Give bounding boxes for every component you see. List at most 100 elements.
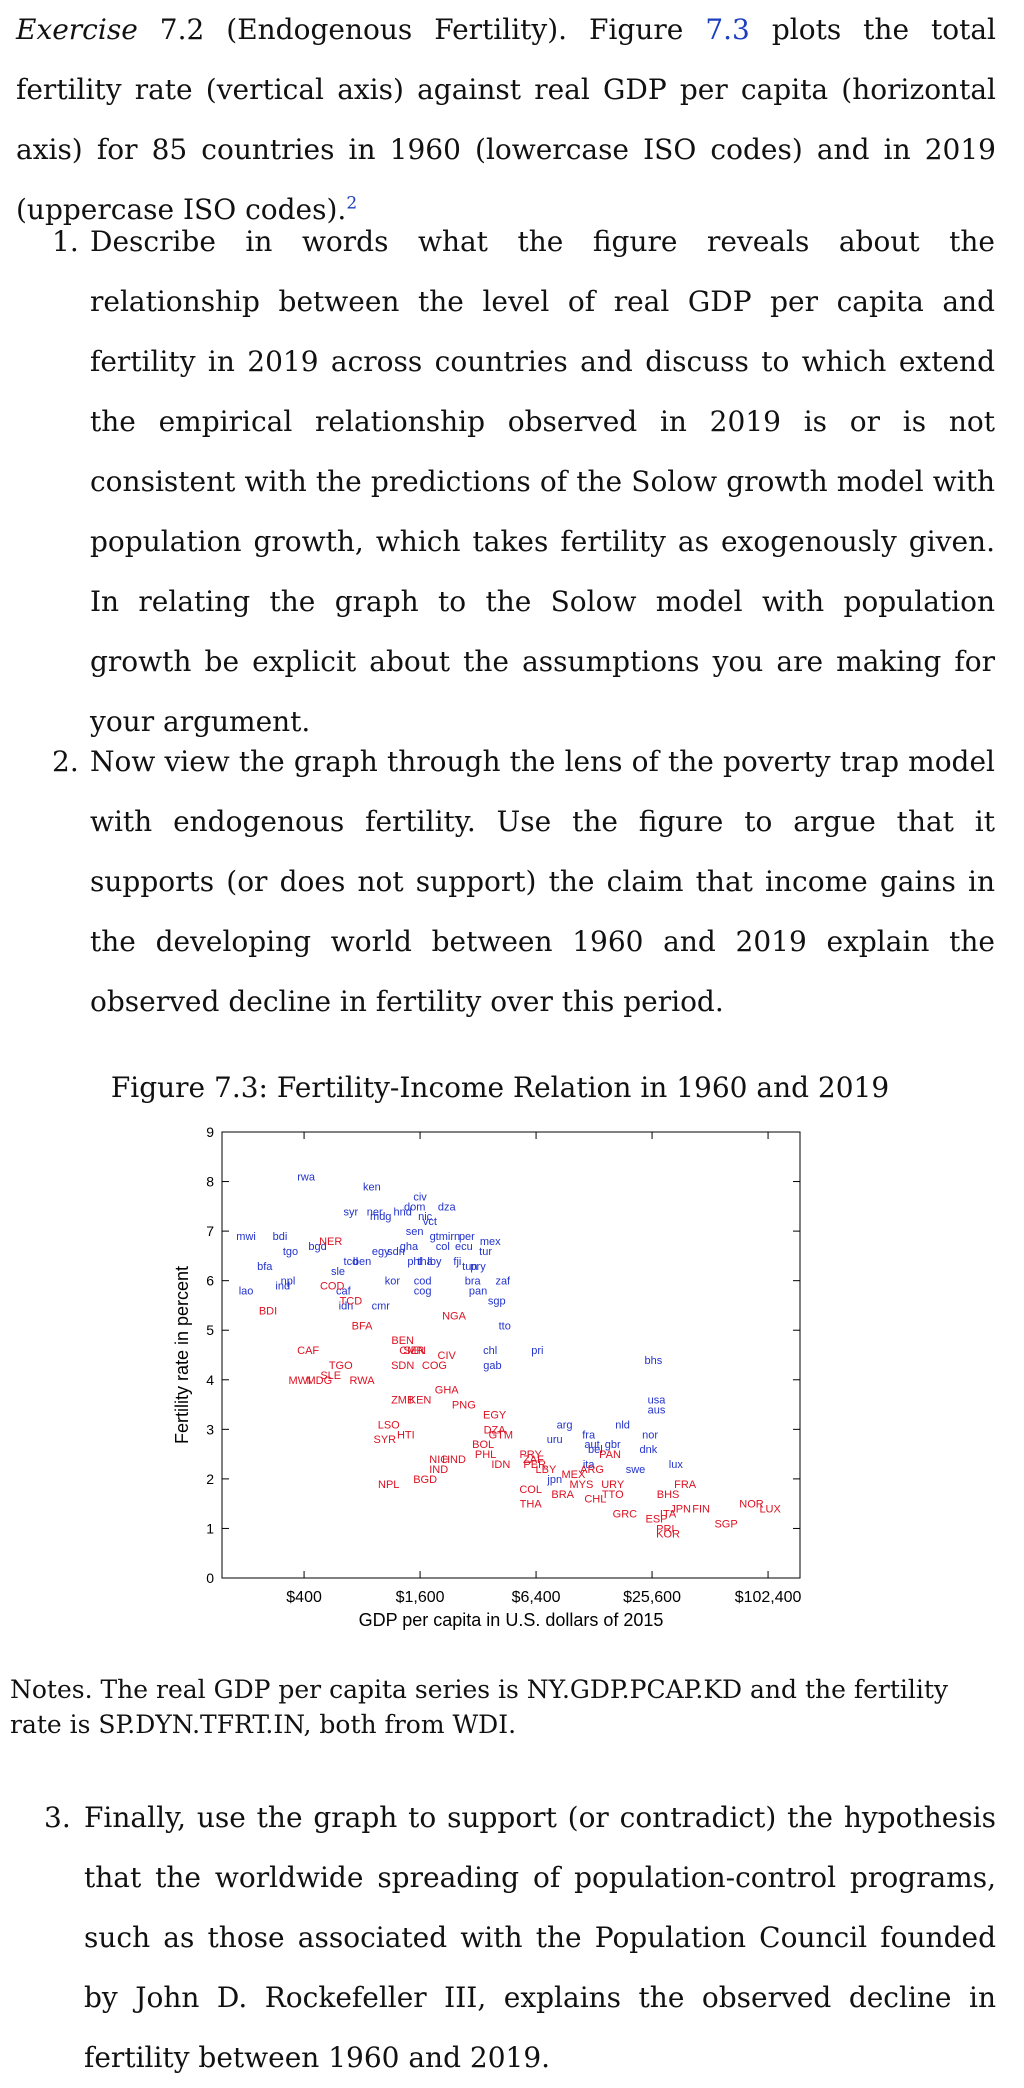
data-point-kor-1960: kor (385, 1276, 401, 1288)
data-point-lao-1960: lao (239, 1286, 254, 1298)
data-point-pan-1960: pan (469, 1286, 487, 1298)
exercise-number: 7.2 (159, 13, 205, 46)
data-point-nor-2019: NOR (739, 1499, 764, 1511)
data-point-ury-2019: URY (601, 1479, 625, 1491)
data-point-zaf-1960: zaf (495, 1276, 511, 1288)
figure-notes: Notes. The real GDP per capita series is… (10, 1675, 949, 1739)
data-point-bhs-1960: bhs (644, 1355, 662, 1367)
data-point-tto-2019: TTO (602, 1489, 624, 1501)
data-point-tun-1960: tun (462, 1261, 477, 1273)
data-point-cod-2019: COD (320, 1281, 345, 1293)
data-point-bel-1960: bel (588, 1444, 603, 1456)
data-point-fji-1960: fji (453, 1256, 461, 1268)
x-tick-label: $102,400 (735, 1589, 802, 1606)
data-point-rwa-2019: RWA (350, 1375, 376, 1387)
data-point-arg-1960: arg (557, 1419, 573, 1431)
data-point-sen-2019: SEN (403, 1345, 426, 1357)
data-point-civ-1960: civ (413, 1191, 427, 1203)
data-point-tcd-1960: tcd (344, 1256, 359, 1268)
data-point-per-2019: PER (523, 1459, 546, 1471)
data-point-bdi-2019: BDI (259, 1305, 277, 1317)
data-point-jpn-2019: JPN (670, 1504, 691, 1516)
data-point-ind-2019: IND (429, 1464, 448, 1476)
data-point-bol-2019: BOL (472, 1439, 494, 1451)
question-3-text: Finally, use the graph to support (or co… (84, 1801, 996, 2074)
data-point-nor-1960: nor (642, 1429, 658, 1441)
data-point-sle-2019: SLE (320, 1370, 341, 1382)
data-point-phl-1960: phl (407, 1256, 422, 1268)
exercise-label: Exercise (16, 13, 138, 46)
data-point-syr-2019: SYR (374, 1434, 397, 1446)
data-point-lux-1960: lux (669, 1459, 684, 1471)
question-1-number: 1. (52, 225, 79, 258)
data-point-idn-2019: IDN (491, 1459, 510, 1471)
data-point-ner-1960: ner (367, 1206, 383, 1218)
data-point-pan-2019: PAN (599, 1449, 621, 1461)
figure-reference-link[interactable]: 7.3 (705, 13, 750, 46)
data-point-esp-2019: ESP (646, 1514, 668, 1526)
data-point-zmb-2019: ZMB (391, 1395, 414, 1407)
data-point-dnk-1960: dnk (640, 1444, 658, 1456)
data-point-npl-2019: NPL (378, 1479, 399, 1491)
y-axis-label: Fertility rate in percent (172, 1266, 192, 1444)
y-tick-label: 8 (206, 1174, 214, 1190)
data-point-col-2019: COL (519, 1484, 542, 1496)
data-point-lby-1960: lby (427, 1256, 442, 1268)
data-point-bra-1960: bra (465, 1276, 482, 1288)
data-point-tha-1960: tha (417, 1256, 433, 1268)
data-point-gtm-2019: GTM (489, 1429, 513, 1441)
x-tick-label: $1,600 (396, 1589, 445, 1606)
data-point-sdn-2019: SDN (391, 1360, 414, 1372)
data-point-pri-1960: pri (531, 1345, 543, 1357)
footnote-marker[interactable]: 2 (346, 193, 358, 214)
figure-chart: 0 1 2 3 4 5 6 7 8 9 $400 $1,600 $6,400 $25,600 $102,40… (160, 1120, 840, 1680)
data-point-nic-1960: nic (418, 1211, 433, 1223)
question-3: 3. Finally, use the graph to support (or… (44, 1788, 996, 2088)
data-point-syr-1960: syr (344, 1206, 359, 1218)
y-tick-label: 9 (206, 1124, 214, 1140)
data-point-tcd-2019: TCD (340, 1295, 363, 1307)
data-point-mdg-1960: mdg (370, 1211, 391, 1223)
data-point-bfa-2019: BFA (352, 1320, 373, 1332)
data-point-egy-1960: egy (372, 1246, 390, 1258)
data-point-pry-2019: PRY (519, 1449, 542, 1461)
y-tick-label: 3 (206, 1421, 214, 1437)
data-point-mex-2019: MEX (561, 1469, 586, 1481)
x-tick-label: $25,600 (623, 1589, 681, 1606)
data-point-civ-2019: CIV (438, 1350, 457, 1362)
data-point-tur-1960: tur (479, 1246, 492, 1258)
data-point-sle-1960: sle (331, 1266, 345, 1278)
data-point-vct-1960: vct (423, 1216, 437, 1228)
x-axis-label: GDP per capita in U.S. dollars of 2015 (359, 1610, 664, 1630)
data-point-cmr-2019: CMR (399, 1345, 424, 1357)
data-point-chl-1960: chl (483, 1345, 497, 1357)
data-point-idn-1960: idn (339, 1300, 354, 1312)
data-point-zaf-2019: ZAF (523, 1454, 544, 1466)
data-point-lso-2019: LSO (378, 1419, 400, 1431)
data-point-mex-1960: mex (480, 1236, 501, 1248)
data-point-nic-2019: NIC (429, 1454, 448, 1466)
data-point-gtm-1960: gtm (430, 1231, 448, 1243)
data-point-swe-1960: swe (626, 1464, 646, 1476)
data-point-cog-2019: COG (422, 1360, 447, 1372)
data-point-dza-1960: dza (438, 1201, 457, 1213)
data-point-tgo-2019: TGO (329, 1360, 353, 1372)
data-point-sgp-2019: SGP (714, 1518, 737, 1530)
y-tick-label: 7 (206, 1223, 214, 1239)
figure-caption: Figure 7.3: Fertility-Income Relation in… (110, 1071, 890, 1104)
data-point-ben-2019: BEN (391, 1335, 414, 1347)
data-point-bgd-2019: BGD (413, 1474, 437, 1486)
data-point-cmr-1960: cmr (372, 1300, 391, 1312)
data-point-sgp-1960: sgp (488, 1295, 506, 1307)
data-point-bfa-1960: bfa (257, 1261, 273, 1273)
data-point-chl-2019: CHL (584, 1494, 606, 1506)
data-point-bdi-1960: bdi (273, 1231, 288, 1243)
data-point-aus-1960: aus (648, 1405, 666, 1417)
data-point-mwi-2019: MWI (288, 1375, 311, 1387)
y-tick-label: 0 (206, 1570, 214, 1586)
data-point-arg-2019: ARG (580, 1464, 604, 1476)
data-point-lby-2019: LBY (536, 1464, 557, 1476)
data-point-ken-1960: ken (363, 1182, 381, 1194)
data-point-npl-1960: npl (281, 1276, 296, 1288)
data-point-jpn-1960: jpn (546, 1474, 562, 1486)
